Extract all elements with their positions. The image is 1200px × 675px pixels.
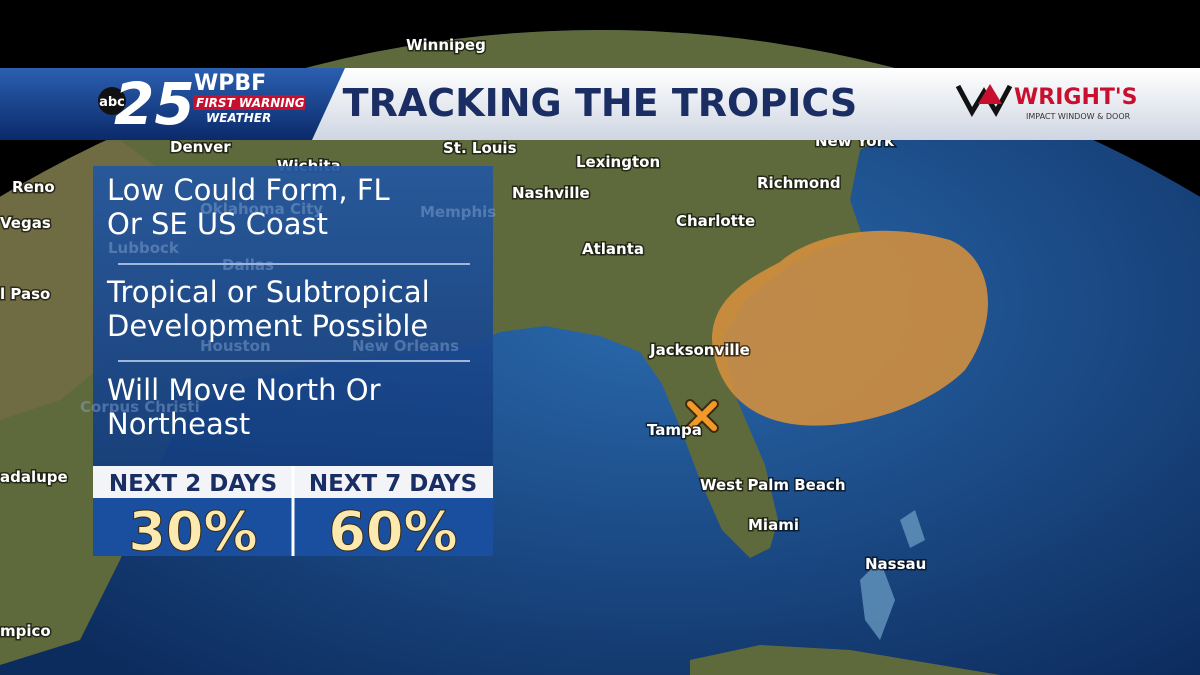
city-label: Atlanta — [582, 240, 644, 258]
city-label: Miami — [748, 516, 799, 534]
info-panel: Oklahoma City Memphis Lubbock Dallas Hou… — [80, 166, 496, 564]
city-label: Reno — [12, 178, 55, 196]
header-bar: abc 25 WPBF FIRST WARNING WEATHER TRACKI… — [0, 68, 1200, 140]
city-label: Lubbock — [108, 239, 180, 257]
outlook-chance: 30% — [128, 500, 257, 563]
sponsor-mark — [978, 84, 1002, 104]
outlook-chance: 60% — [328, 500, 457, 563]
statement: Low Could Form, FL Or SE US Coast — [107, 173, 390, 241]
brand-line: FIRST WARNING — [196, 96, 305, 110]
panel-background — [93, 166, 493, 466]
brand-strip — [193, 95, 305, 110]
city-label: St. Louis — [443, 139, 517, 157]
city-label: Oklahoma City — [200, 200, 323, 218]
city-label: West Palm Beach — [700, 476, 846, 494]
city-label: Memphis — [420, 203, 496, 221]
station-logo-background — [0, 68, 345, 140]
title: TRACKING THE TROPICS — [343, 81, 858, 125]
city-label: Lexington — [576, 153, 660, 171]
sponsor-name: WRIGHT'S — [1014, 85, 1137, 110]
city-label: Nassau — [865, 555, 926, 573]
disturbance-area — [712, 230, 988, 426]
outlook-label: NEXT 2 DAYS — [109, 471, 277, 497]
statement: Tropical or Subtropical Development Possi… — [106, 275, 430, 343]
city-label: Houston — [200, 337, 271, 355]
low-center-marker — [685, 399, 719, 433]
cuba — [690, 645, 1000, 675]
city-label: Denver — [170, 138, 231, 156]
city-label: Jacksonville — [649, 341, 750, 359]
city-label: Tampa — [647, 421, 702, 439]
channel: 25 — [114, 70, 195, 138]
city-label: New Orleans — [352, 337, 459, 355]
network-badge — [98, 87, 126, 115]
city-label: Richmond — [757, 174, 841, 192]
call-sign: WPBF — [194, 71, 266, 96]
bahamas — [860, 510, 925, 640]
city-label: Charlotte — [676, 212, 755, 230]
statement: Will Move North Or Northeast — [107, 373, 381, 441]
outlook-label: NEXT 7 DAYS — [309, 471, 477, 497]
sponsor-tagline: IMPACT WINDOW & DOOR — [1026, 112, 1131, 121]
city-label: Nashville — [512, 184, 590, 202]
brand-line: WEATHER — [206, 111, 271, 125]
city-label: adalupe — [0, 468, 68, 486]
city-label: l Paso — [0, 285, 50, 303]
city-label: mpico — [0, 622, 51, 640]
city-label: Corpus Christi — [80, 398, 200, 416]
network: abc — [99, 95, 125, 110]
city-label: Vegas — [0, 214, 51, 232]
city-label: Winnipeg — [406, 36, 486, 54]
